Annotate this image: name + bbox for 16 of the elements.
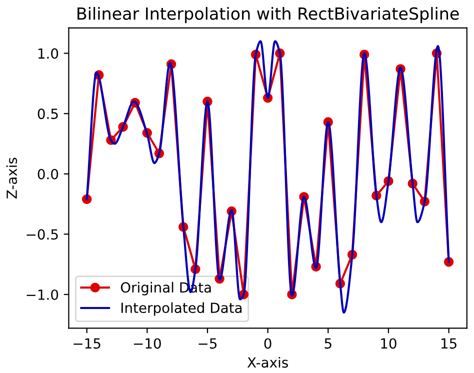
x-tick-label: −10 [134, 338, 161, 349]
y-axis-title: Z-axis [6, 158, 18, 199]
y-tick-label: −0.5 [26, 229, 58, 240]
x-tick-label: 5 [324, 338, 332, 349]
y-tick-label: −1.0 [26, 289, 58, 300]
y-tick-label: 0.0 [38, 168, 58, 180]
x-tick-label: 0 [264, 338, 272, 349]
y-tick-label: 0.5 [38, 108, 58, 120]
y-tick-label: 1.0 [38, 48, 58, 59]
x-tick-label: −5 [198, 338, 217, 349]
x-axis-title: X-axis [247, 356, 288, 368]
x-tick-label: −15 [74, 338, 100, 349]
x-tick-label: 15 [441, 338, 456, 349]
legend-label: Interpolated Data [121, 302, 242, 316]
x-tick-label: 10 [381, 338, 396, 349]
chart-title: Bilinear Interpolation with RectBivariateSpline [78, 6, 459, 24]
